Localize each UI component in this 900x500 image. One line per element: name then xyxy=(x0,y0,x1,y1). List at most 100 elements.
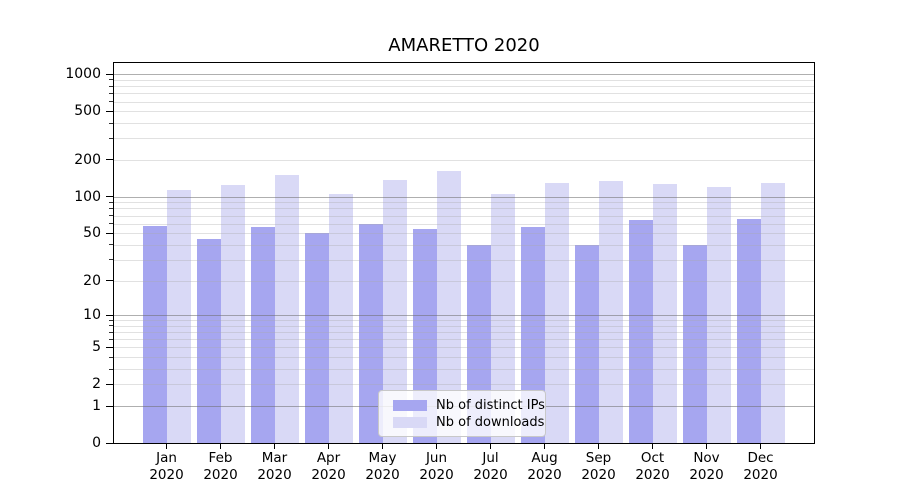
bar-distinct-ips-mar xyxy=(250,227,275,443)
legend: Nb of distinct IPs Nb of downloads xyxy=(378,390,546,437)
y-gridline-minor xyxy=(114,369,814,371)
y-tick xyxy=(106,442,113,444)
x-tick-year: 2020 xyxy=(257,466,292,483)
x-tick-label-dec: Dec 2020 xyxy=(726,450,796,483)
x-tick-month: Jan xyxy=(156,450,177,466)
bar-downloads-feb xyxy=(220,184,245,443)
y-tick-minor xyxy=(109,215,113,216)
x-tick-month: Sep xyxy=(585,450,612,466)
y-tick-minor xyxy=(109,79,113,81)
x-tick-year: 2020 xyxy=(419,466,454,483)
y-tick-minor xyxy=(109,338,113,340)
legend-row-distinct-ips: Nb of distinct IPs xyxy=(393,397,545,414)
y-gridline-minor xyxy=(114,138,814,140)
x-tick xyxy=(490,444,491,449)
x-tick-month: Jul xyxy=(482,450,499,466)
x-tick-year: 2020 xyxy=(203,466,238,483)
y-gridline-minor xyxy=(114,101,814,103)
y-tick xyxy=(106,346,113,348)
y-tick-minor xyxy=(109,244,113,246)
legend-row-downloads: Nb of downloads xyxy=(393,414,544,431)
y-tick-minor xyxy=(109,319,113,321)
x-tick-label-apr: Apr 2020 xyxy=(294,450,364,483)
bar-downloads-jan xyxy=(166,189,191,443)
x-tick-month: Oct xyxy=(640,450,665,466)
y-tick-label: 2 xyxy=(92,376,101,393)
bar-downloads-nov xyxy=(706,186,731,443)
y-gridline-minor xyxy=(114,86,814,88)
x-tick-label-jul: Jul 2020 xyxy=(456,450,526,483)
y-gridline-minor xyxy=(114,215,814,217)
plot-area xyxy=(113,62,815,444)
y-gridline-minor xyxy=(114,357,814,359)
y-gridline-minor xyxy=(114,79,814,81)
y-tick-label: 50 xyxy=(83,225,101,242)
y-gridline-minor xyxy=(114,280,814,282)
y-tick-label: 500 xyxy=(74,103,101,120)
bar-downloads-dec xyxy=(760,182,785,443)
x-tick-label-nov: Nov 2020 xyxy=(672,450,742,483)
x-tick xyxy=(760,444,761,449)
y-gridline-minor xyxy=(114,347,814,349)
x-tick-label-jan: Jan 2020 xyxy=(132,450,202,483)
x-tick-year: 2020 xyxy=(365,466,400,483)
x-tick-year: 2020 xyxy=(581,466,616,483)
y-tick xyxy=(106,405,113,407)
x-tick xyxy=(328,444,329,449)
y-gridline-minor xyxy=(114,259,814,261)
y-tick xyxy=(106,196,113,198)
y-gridline-minor xyxy=(114,244,814,246)
y-tick xyxy=(106,159,113,161)
x-tick-label-mar: Mar 2020 xyxy=(240,450,310,483)
y-gridline-major xyxy=(114,315,814,317)
legend-label-downloads: Nb of downloads xyxy=(436,414,545,430)
y-tick-minor xyxy=(109,85,113,87)
y-tick-minor xyxy=(109,356,113,358)
x-tick-month: Nov xyxy=(693,450,720,466)
x-tick-year: 2020 xyxy=(149,466,184,483)
bar-downloads-mar xyxy=(274,174,299,443)
bar-distinct-ips-dec xyxy=(736,219,761,443)
x-tick xyxy=(436,444,437,449)
y-gridline-minor xyxy=(114,159,814,161)
y-gridline-minor xyxy=(114,325,814,327)
x-tick-label-may: May 2020 xyxy=(348,450,418,483)
y-gridline-minor xyxy=(114,111,814,113)
y-tick xyxy=(106,280,113,282)
y-gridline-major xyxy=(114,196,814,198)
y-gridline-minor xyxy=(114,332,814,334)
chart-title: AMARETTO 2020 xyxy=(388,35,540,56)
x-tick-month: May xyxy=(368,450,397,466)
y-tick xyxy=(106,232,113,234)
x-tick-label-oct: Oct 2020 xyxy=(618,450,688,483)
y-gridline-minor xyxy=(114,384,814,386)
x-tick-year: 2020 xyxy=(311,466,346,483)
x-tick xyxy=(382,444,383,449)
x-tick-month: Jun xyxy=(425,450,448,466)
y-gridline-minor xyxy=(114,208,814,210)
legend-swatch-downloads xyxy=(393,417,427,428)
x-tick-month: Feb xyxy=(208,450,233,466)
bar-distinct-ips-nov xyxy=(682,244,707,443)
x-tick xyxy=(220,444,221,449)
bar-distinct-ips-sep xyxy=(574,244,599,443)
x-tick-month: Aug xyxy=(531,450,558,466)
x-tick-month: Dec xyxy=(747,450,774,466)
y-tick-label: 5 xyxy=(92,339,101,356)
y-tick xyxy=(106,314,113,316)
x-tick-year: 2020 xyxy=(689,466,724,483)
y-gridline-minor xyxy=(114,320,814,322)
x-tick-year: 2020 xyxy=(473,466,508,483)
x-tick-label-feb: Feb 2020 xyxy=(186,450,256,483)
x-tick xyxy=(652,444,653,449)
y-tick-minor xyxy=(109,223,113,225)
bar-downloads-aug xyxy=(544,183,569,443)
y-tick xyxy=(106,110,113,112)
y-tick-minor xyxy=(109,325,113,327)
x-tick-label-aug: Aug 2020 xyxy=(510,450,580,483)
y-gridline-minor xyxy=(114,223,814,225)
y-tick-label: 0 xyxy=(92,435,101,451)
y-gridline-minor xyxy=(114,202,814,204)
y-tick-label: 100 xyxy=(74,188,101,205)
